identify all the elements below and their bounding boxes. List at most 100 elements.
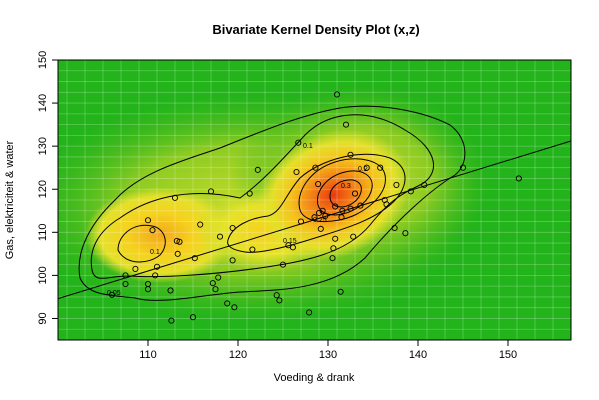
data-point [231, 304, 238, 311]
contour-0-2 [298, 158, 386, 223]
data-point [224, 300, 231, 307]
data-point [216, 233, 224, 240]
data-point [173, 237, 180, 244]
data-point [246, 190, 253, 197]
data-point [383, 201, 390, 208]
data-point [312, 164, 319, 171]
data-point [391, 224, 398, 232]
data-point [276, 297, 283, 304]
y-axis-title: Gas, elektriciteit & water [4, 140, 16, 259]
data-point [189, 314, 197, 321]
data-point [273, 292, 280, 299]
contour-label-0-1-left: 0.1 [150, 249, 160, 256]
chart-title: Bivariate Kernel Density Plot (x,z) [212, 22, 419, 37]
data-point [174, 250, 181, 257]
y-tick-label: 90 [37, 312, 49, 324]
data-point [197, 221, 204, 228]
data-point [144, 217, 152, 224]
data-point [377, 164, 384, 171]
data-point [459, 164, 467, 171]
data-point [347, 205, 354, 212]
grid-lines [58, 60, 571, 340]
data-point [191, 255, 198, 262]
contour-label-0-1: 0.1 [303, 143, 313, 150]
data-point [332, 203, 339, 210]
data-point [171, 194, 179, 201]
data-point [153, 263, 161, 270]
data-point [132, 265, 139, 272]
data-point [108, 291, 116, 298]
x-axis: 110 120 130 140 150 [139, 340, 517, 361]
data-point [229, 257, 236, 264]
y-tick-label: 100 [37, 266, 49, 284]
data-point [333, 91, 341, 98]
contour-label-0-25: 0.25 [313, 217, 327, 224]
data-point [229, 224, 236, 232]
x-tick-label: 130 [319, 349, 337, 361]
data-point [295, 139, 302, 146]
y-tick-label: 120 [37, 180, 49, 198]
data-point [279, 261, 287, 268]
plot-area: 0.05 0.1 0.15 0.1 0.2 0.25 0.3 [58, 60, 571, 340]
data-point [332, 235, 339, 242]
data-point [330, 245, 337, 252]
data-point [122, 272, 129, 279]
data-point [339, 207, 346, 214]
data-point [168, 317, 175, 324]
data-point [402, 230, 409, 237]
x-tick-label: 140 [409, 349, 427, 361]
data-point [254, 166, 261, 173]
data-point [167, 287, 174, 294]
contour-label-0-2: 0.2 [358, 166, 368, 173]
y-axis: 90 100 110 120 130 140 150 [37, 51, 58, 325]
data-point [249, 246, 256, 253]
contour-0-05 [78, 105, 466, 301]
data-point [122, 280, 129, 288]
data-point [319, 207, 326, 214]
data-point [342, 121, 350, 128]
data-point [350, 233, 357, 240]
data-point [144, 286, 152, 293]
contour-0-1-left [117, 224, 166, 263]
plot-frame [57, 59, 572, 341]
data-point [357, 202, 364, 209]
x-axis-title: Voeding & drank [274, 372, 355, 384]
y-tick-label: 150 [37, 51, 49, 69]
data-point [515, 175, 522, 182]
data-point [209, 280, 216, 287]
data-point [338, 214, 345, 221]
x-tick-label: 110 [139, 349, 157, 361]
data-point [207, 188, 215, 195]
data-point [311, 214, 318, 221]
y-tick-label: 140 [37, 94, 49, 112]
y-tick-label: 110 [37, 224, 49, 242]
data-point [289, 244, 296, 251]
contour-0-15 [227, 153, 406, 253]
contour-0-3 [329, 179, 362, 208]
data-point [317, 225, 324, 232]
data-points [108, 91, 522, 324]
data-point [407, 188, 414, 195]
data-point [306, 309, 313, 316]
data-point [421, 181, 428, 188]
data-point [393, 181, 400, 188]
data-point [297, 218, 305, 225]
contour-labels: 0.05 0.1 0.15 0.1 0.2 0.25 0.3 [107, 143, 368, 297]
x-tick-label: 150 [499, 349, 517, 361]
contour-label-0-05: 0.05 [107, 290, 121, 297]
contour-0-25 [317, 170, 373, 216]
data-point [293, 168, 300, 176]
data-point [215, 274, 222, 281]
data-point [322, 212, 329, 219]
density-region-main [255, 129, 411, 261]
data-point [329, 255, 336, 262]
contour-label-0-3: 0.3 [341, 183, 351, 190]
contour-label-0-15: 0.15 [283, 238, 297, 245]
data-point [149, 227, 156, 234]
data-point [363, 164, 370, 171]
data-point [347, 151, 354, 158]
data-point [152, 272, 159, 279]
data-point [337, 288, 344, 295]
x-tick-label: 120 [229, 349, 247, 361]
